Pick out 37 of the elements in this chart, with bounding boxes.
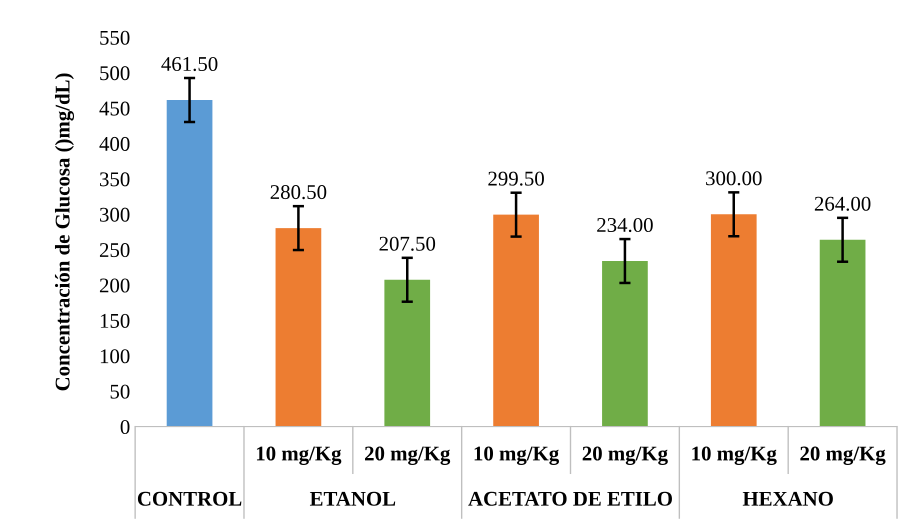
x-tick-label: 10 mg/Kg [692, 446, 777, 465]
data-label: 300.00 [706, 171, 762, 186]
data-label: 264.00 [814, 196, 870, 211]
data-label: 234.00 [597, 218, 653, 232]
data-label: 207.50 [380, 236, 436, 251]
y-tick-label: 550 [100, 30, 130, 45]
y-tick-label: 450 [99, 102, 130, 116]
bar [166, 100, 212, 427]
text: CONTROL [138, 492, 242, 506]
y-tick-label: 100 [100, 349, 130, 364]
x-tick-label: 20 mg/Kg [582, 446, 668, 465]
x-tick-label: 20 mg/Kg [365, 446, 450, 465]
x-tick-label: 10 mg/Kg [474, 446, 559, 465]
text: ETANOL [310, 492, 396, 506]
x-tick-label: 10 mg/Kg [256, 446, 342, 465]
y-axis-title: Concentración de Glucosa ()mg/dL) [54, 73, 74, 390]
y-tick-label: 50 [110, 384, 130, 399]
data-label: 299.50 [488, 172, 544, 186]
bar [710, 214, 757, 427]
x-tick-label: 20 mg/Kg [800, 446, 886, 465]
text: ACETATO DE ETILO [468, 492, 672, 506]
y-tick-label: 400 [99, 136, 130, 151]
y-tick-label: 0 [120, 420, 130, 434]
y-tick-label: 250 [100, 243, 130, 258]
y-tick-label: 350 [100, 172, 130, 186]
y-tick-label: 150 [100, 314, 130, 328]
text: HEXANO [742, 492, 833, 506]
data-label: 280.50 [270, 185, 326, 200]
y-tick-label: 300 [100, 208, 130, 222]
bar [384, 280, 430, 427]
y-tick-label: 500 [100, 66, 130, 80]
y-tick-label: 200 [100, 278, 130, 293]
bar [602, 261, 648, 427]
bar [493, 214, 539, 427]
bar [276, 228, 322, 427]
data-label: 461.50 [161, 56, 218, 72]
bar [820, 240, 866, 427]
